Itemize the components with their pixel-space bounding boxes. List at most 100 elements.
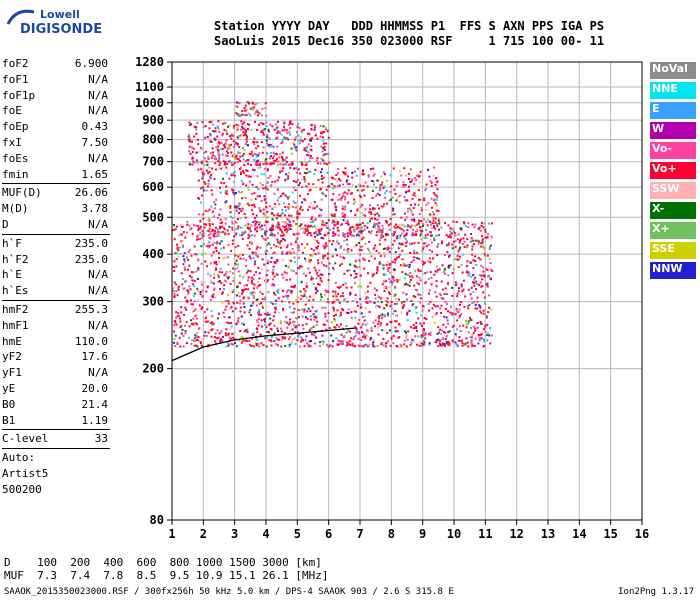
echo-point	[294, 241, 297, 244]
echo-point	[255, 271, 257, 274]
echo-point	[224, 222, 227, 225]
echo-point	[198, 150, 201, 153]
echo-point	[488, 306, 491, 309]
echo-point	[241, 181, 243, 184]
echo-point	[445, 326, 447, 329]
echo-point	[208, 170, 211, 173]
echo-point	[443, 292, 446, 295]
echo-point	[223, 146, 226, 148]
echo-point	[277, 288, 280, 291]
echo-point	[431, 307, 434, 310]
echo-point	[306, 147, 308, 149]
echo-point	[366, 343, 369, 346]
echo-point	[193, 224, 196, 227]
echo-point	[253, 169, 256, 172]
echo-point	[253, 217, 256, 220]
echo-point	[309, 137, 312, 140]
echo-point	[349, 263, 352, 266]
echo-point	[192, 303, 194, 306]
echo-point	[425, 208, 428, 211]
echo-point	[378, 243, 381, 246]
echo-point	[341, 208, 344, 210]
echo-point	[415, 330, 418, 332]
echo-point	[458, 248, 461, 251]
echo-point	[303, 147, 306, 150]
echo-point	[286, 326, 289, 329]
echo-point	[186, 300, 189, 303]
echo-point	[235, 294, 238, 297]
echo-point	[202, 242, 205, 245]
echo-point	[218, 234, 221, 237]
echo-point	[429, 213, 432, 216]
echo-point	[355, 310, 357, 313]
param-row: hmF1 N/A	[2, 318, 110, 334]
echo-point	[421, 335, 424, 338]
echo-point	[174, 228, 177, 231]
echo-point	[274, 180, 277, 183]
echo-point	[282, 238, 285, 240]
echo-point	[325, 194, 327, 197]
echo-point	[473, 284, 476, 287]
echo-point	[472, 239, 475, 242]
echo-point	[257, 145, 260, 147]
echo-point	[356, 227, 359, 229]
echo-point	[321, 220, 324, 223]
echo-point	[375, 272, 378, 274]
echo-point	[216, 135, 219, 138]
echo-point	[288, 259, 291, 262]
echo-point	[433, 198, 436, 201]
echo-point	[281, 220, 284, 223]
echo-point	[288, 250, 291, 253]
echo-point	[285, 129, 288, 132]
echo-point	[255, 337, 258, 339]
echo-point	[207, 242, 210, 245]
echo-point	[380, 262, 383, 265]
echo-point	[331, 187, 334, 190]
echo-point	[437, 243, 440, 245]
echo-point	[235, 323, 238, 326]
echo-point	[404, 199, 407, 202]
echo-point	[332, 309, 335, 312]
echo-point	[470, 276, 473, 278]
echo-point	[456, 328, 459, 331]
echo-point	[305, 335, 308, 338]
echo-point	[474, 260, 477, 262]
echo-point	[282, 167, 285, 170]
echo-point	[222, 160, 225, 163]
echo-point	[220, 167, 223, 170]
echo-point	[256, 221, 258, 224]
echo-point	[425, 229, 428, 231]
echo-point	[280, 345, 283, 348]
echo-point	[337, 298, 340, 301]
param-value: N/A	[88, 88, 108, 102]
echo-point	[193, 135, 196, 138]
echo-point	[386, 248, 389, 251]
echo-point	[371, 275, 374, 278]
echo-point	[424, 261, 426, 264]
echo-point	[195, 161, 198, 164]
echo-point	[347, 248, 350, 250]
echo-point	[440, 242, 443, 245]
echo-point	[172, 229, 175, 232]
echo-point	[337, 242, 340, 245]
echo-point	[265, 125, 268, 128]
echo-point	[432, 257, 434, 260]
echo-point	[358, 259, 361, 262]
echo-point	[221, 271, 224, 274]
echo-point	[420, 334, 423, 337]
echo-point	[308, 271, 311, 274]
echo-point	[217, 230, 220, 233]
echo-point	[428, 292, 430, 295]
echo-point	[255, 147, 258, 150]
echo-point	[255, 214, 258, 217]
echo-point	[281, 192, 284, 195]
echo-point	[405, 293, 408, 296]
echo-point	[388, 251, 391, 253]
echo-point	[418, 181, 421, 184]
echo-point	[280, 338, 283, 341]
echo-point	[322, 154, 325, 157]
echo-point	[350, 316, 353, 319]
echo-point	[365, 334, 368, 337]
echo-point	[396, 235, 399, 238]
echo-point	[428, 342, 431, 345]
